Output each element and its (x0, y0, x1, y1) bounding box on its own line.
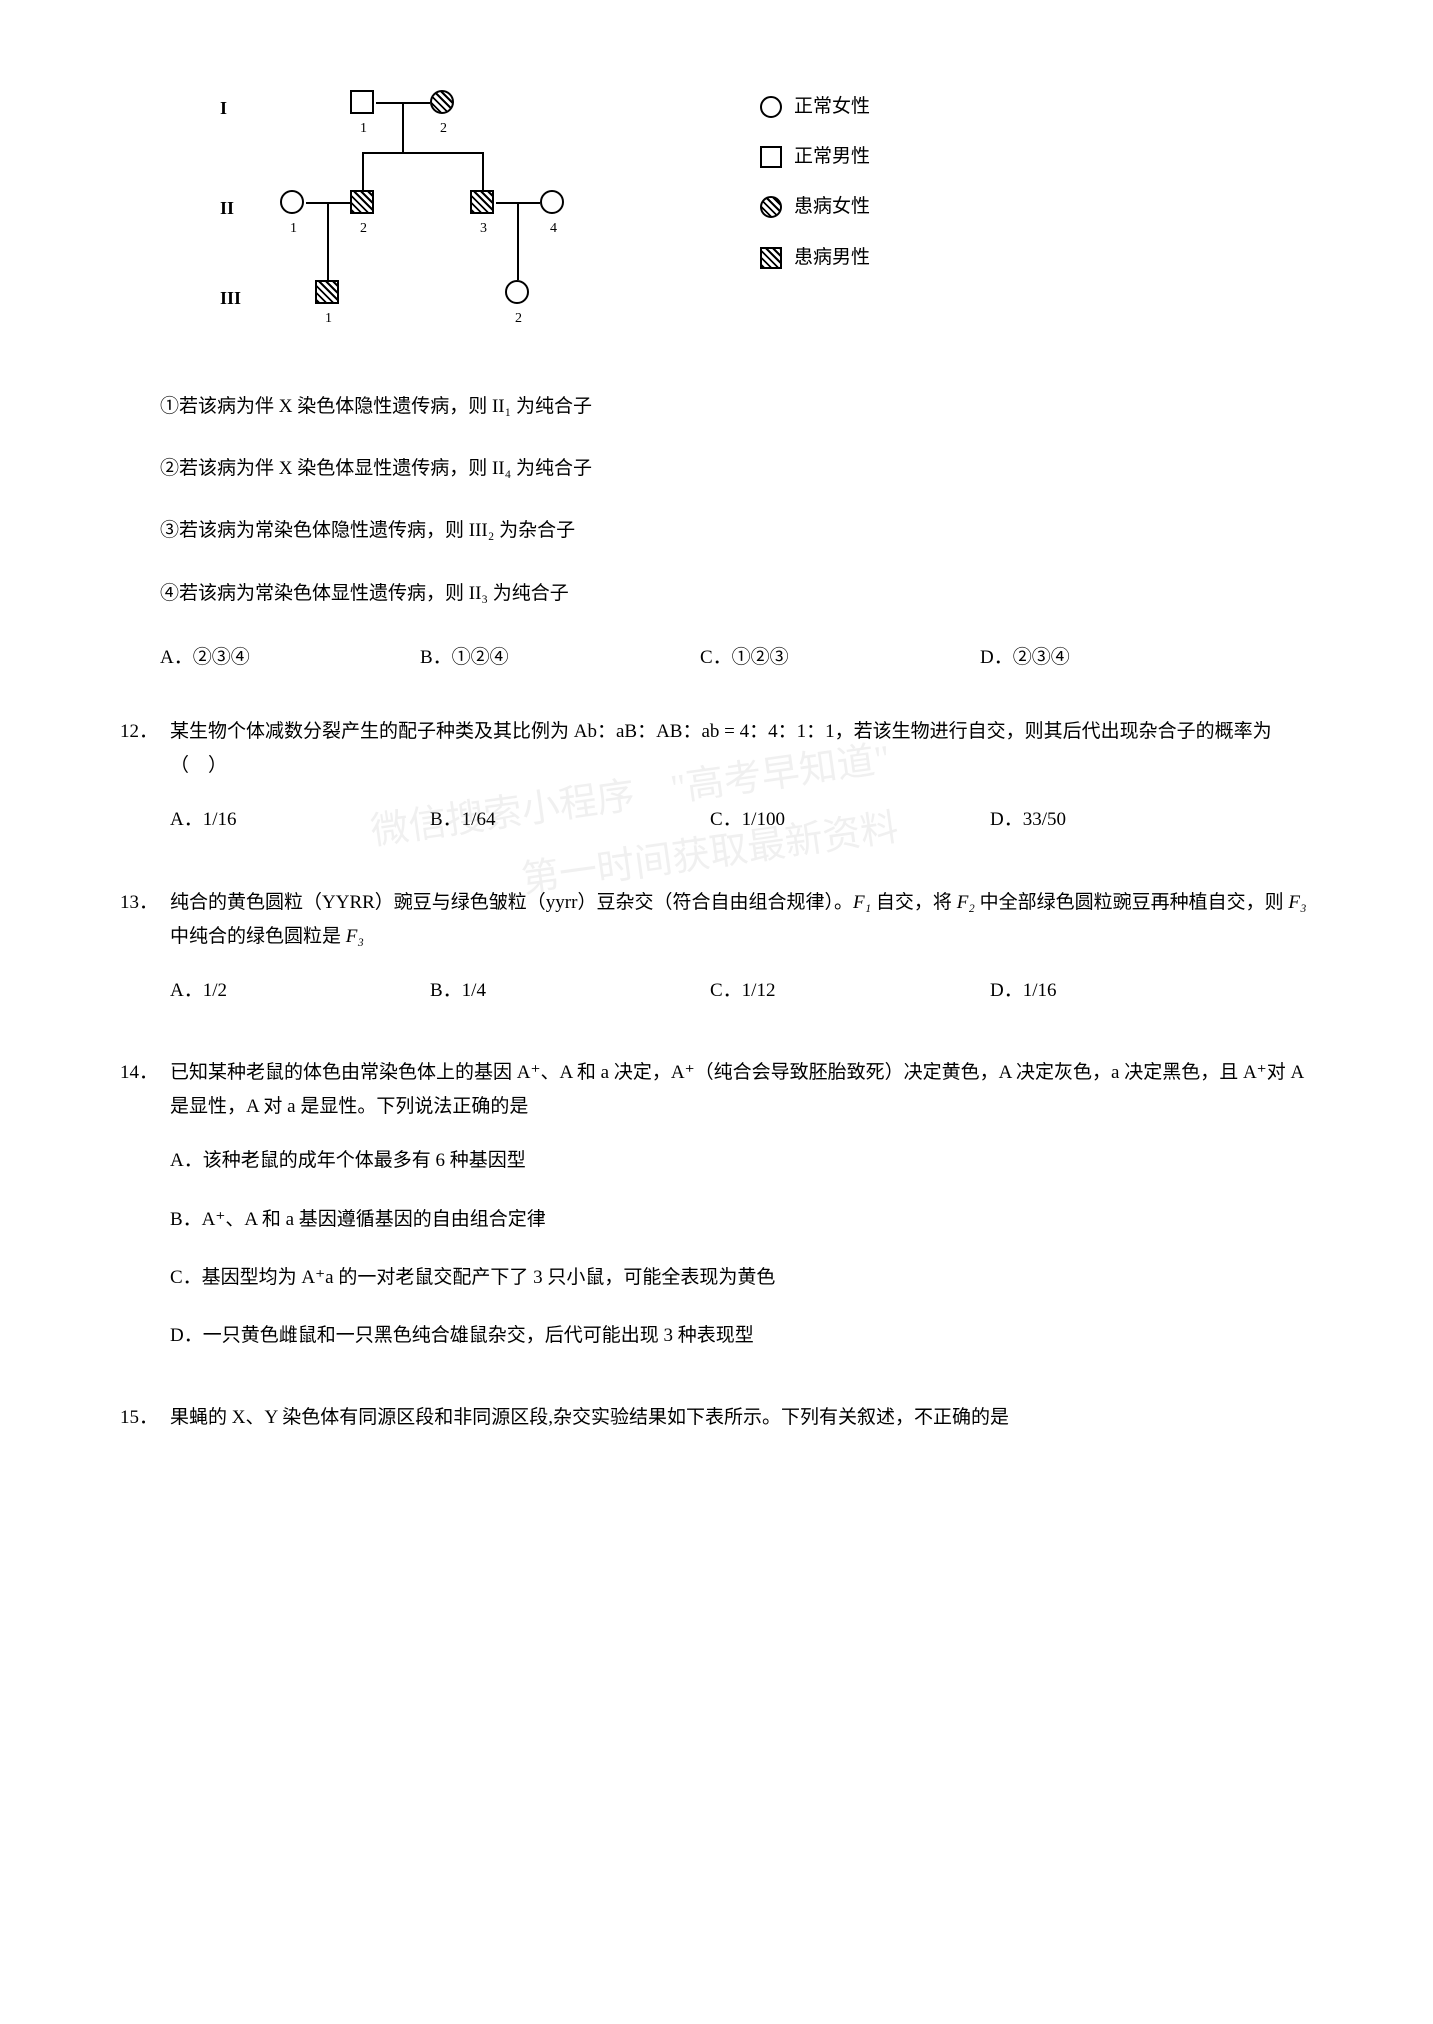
question-13: 13． 纯合的黄色圆粒（YYRR）豌豆与绿色皱粒（yyrr）豆杂交（符合自由组合… (120, 886, 1313, 1039)
option-d: D．一只黄色雌鼠和一只黑色纯合雄鼠杂交，后代可能出现 3 种表现型 (170, 1319, 1313, 1353)
option-d: D．1/16 (990, 974, 1210, 1008)
ped-ii-2 (350, 190, 374, 214)
q-text: 已知某种老鼠的体色由常染色体上的基因 A⁺、A 和 a 决定，A⁺（纯合会导致胚… (170, 1056, 1313, 1124)
gen-label-3: III (220, 282, 241, 314)
statement-1: ①若该病为伴 X 染色体隐性遗传病，则 II₁ 为纯合子 (160, 390, 1313, 424)
option-c: C．基因型均为 A⁺a 的一对老鼠交配产下了 3 只小鼠，可能全表现为黄色 (170, 1261, 1313, 1295)
circle-hatch-icon (760, 196, 782, 218)
option-a: A．1/16 (170, 803, 430, 837)
ped-i-2 (430, 90, 454, 114)
ped-ii-1-num: 1 (290, 216, 297, 241)
legend-affected-male: 患病男性 (760, 241, 870, 275)
option-b: B．①②④ (420, 641, 700, 675)
option-b: B．1/4 (430, 974, 710, 1008)
page-container: 微信搜索小程序 "高考早知道" 第一时间获取最新资料 I II III 1 2 (120, 80, 1313, 1455)
option-b: B．A⁺、A 和 a 基因遵循基因的自由组合定律 (170, 1203, 1313, 1237)
pedigree-diagram: I II III 1 2 1 2 3 (220, 80, 620, 340)
q-body: 纯合的黄色圆粒（YYRR）豌豆与绿色皱粒（yyrr）豆杂交（符合自由组合规律）。… (170, 886, 1313, 1039)
ped-line (327, 202, 329, 280)
legend-normal-male: 正常男性 (760, 140, 870, 174)
gen-label-2: II (220, 192, 234, 224)
ped-line (362, 152, 364, 190)
ped-iii-1-num: 1 (325, 306, 332, 331)
ped-ii-3 (470, 190, 494, 214)
q-body: 某生物个体减数分裂产生的配子种类及其比例为 Ab：aB：AB：ab = 4：4：… (170, 715, 1313, 868)
legend-affected-female: 患病女性 (760, 190, 870, 224)
ped-i-1-num: 1 (360, 116, 367, 141)
statement-3: ③若该病为常染色体隐性遗传病，则 III₂ 为杂合子 (160, 514, 1313, 548)
square-hatch-icon (760, 247, 782, 269)
legend-label: 正常女性 (794, 90, 870, 124)
legend-normal-female: 正常女性 (760, 90, 870, 124)
q-body: 果蝇的 X、Y 染色体有同源区段和非同源区段,杂交实验结果如下表所示。下列有关叙… (170, 1401, 1313, 1455)
ped-i-2-num: 2 (440, 116, 447, 141)
question-15: 15． 果蝇的 X、Y 染色体有同源区段和非同源区段,杂交实验结果如下表所示。下… (120, 1401, 1313, 1455)
ped-i-1 (350, 90, 374, 114)
option-c: C．①②③ (700, 641, 980, 675)
legend-label: 正常男性 (794, 140, 870, 174)
ped-line (402, 102, 404, 152)
q-text: 某生物个体减数分裂产生的配子种类及其比例为 Ab：aB：AB：ab = 4：4：… (170, 715, 1313, 783)
q11-options: A．②③④ B．①②④ C．①②③ D．②③④ (160, 641, 1313, 675)
option-a: A．②③④ (160, 641, 420, 675)
ped-ii-3-num: 3 (480, 216, 487, 241)
statements-block: ①若该病为伴 X 染色体隐性遗传病，则 II₁ 为纯合子 ②若该病为伴 X 染色… (160, 390, 1313, 611)
gen-label-1: I (220, 92, 227, 124)
ped-line (517, 202, 519, 280)
q-num: 12． (120, 715, 170, 868)
q-num: 13． (120, 886, 170, 1039)
q-text: 果蝇的 X、Y 染色体有同源区段和非同源区段,杂交实验结果如下表所示。下列有关叙… (170, 1401, 1313, 1435)
q-num: 14． (120, 1056, 170, 1383)
question-12: 12． 某生物个体减数分裂产生的配子种类及其比例为 Ab：aB：AB：ab = … (120, 715, 1313, 868)
ped-line (362, 152, 484, 154)
ped-ii-2-num: 2 (360, 216, 367, 241)
option-b: B．1/64 (430, 803, 710, 837)
option-a: A．1/2 (170, 974, 430, 1008)
ped-iii-2-num: 2 (515, 306, 522, 331)
ped-ii-4 (540, 190, 564, 214)
q-options: A．1/2 B．1/4 C．1/12 D．1/16 (170, 974, 1313, 1008)
ped-iii-1 (315, 280, 339, 304)
option-c: C．1/100 (710, 803, 990, 837)
question-14: 14． 已知某种老鼠的体色由常染色体上的基因 A⁺、A 和 a 决定，A⁺（纯合… (120, 1056, 1313, 1383)
statement-4: ④若该病为常染色体显性遗传病，则 II₃ 为纯合子 (160, 577, 1313, 611)
legend: 正常女性 正常男性 患病女性 患病男性 (760, 90, 870, 291)
q-options: A．该种老鼠的成年个体最多有 6 种基因型 B．A⁺、A 和 a 基因遵循基因的… (170, 1144, 1313, 1353)
option-d: D．33/50 (990, 803, 1210, 837)
q-options: A．1/16 B．1/64 C．1/100 D．33/50 (170, 803, 1313, 837)
option-d: D．②③④ (980, 641, 1200, 675)
q-body: 已知某种老鼠的体色由常染色体上的基因 A⁺、A 和 a 决定，A⁺（纯合会导致胚… (170, 1056, 1313, 1383)
pedigree-section: I II III 1 2 1 2 3 (220, 80, 1313, 340)
statement-2: ②若该病为伴 X 染色体显性遗传病，则 II₄ 为纯合子 (160, 452, 1313, 486)
circle-empty-icon (760, 96, 782, 118)
legend-label: 患病男性 (794, 241, 870, 275)
option-a: A．该种老鼠的成年个体最多有 6 种基因型 (170, 1144, 1313, 1178)
ped-iii-2 (505, 280, 529, 304)
option-c: C．1/12 (710, 974, 990, 1008)
square-empty-icon (760, 146, 782, 168)
ped-line (482, 152, 484, 190)
ped-ii-4-num: 4 (550, 216, 557, 241)
ped-ii-1 (280, 190, 304, 214)
legend-label: 患病女性 (794, 190, 870, 224)
q-num: 15． (120, 1401, 170, 1455)
q-text: 纯合的黄色圆粒（YYRR）豌豆与绿色皱粒（yyrr）豆杂交（符合自由组合规律）。… (170, 886, 1313, 954)
